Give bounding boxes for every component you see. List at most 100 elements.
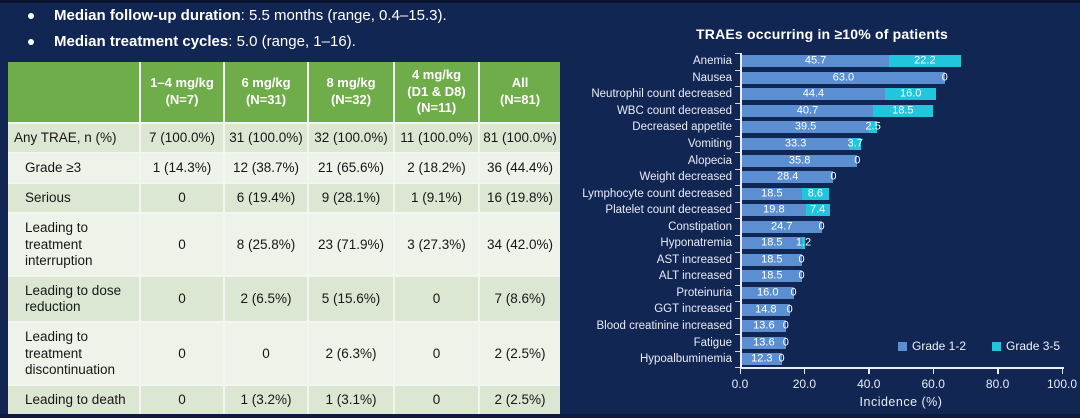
data-cell: 23 (71.9%): [308, 212, 395, 276]
table-row: Serious 0 6 (19.4%) 9 (28.1%) 1 (9.1%) 16 (19…: [8, 182, 560, 214]
bar-row: Weight decreased 28.4 0: [640, 169, 1064, 186]
bar-value-label: 18.5: [761, 269, 783, 282]
x-tick-label: 20.0: [792, 377, 817, 392]
bar-grade12-segment: 35.8: [742, 154, 858, 167]
table-header-cell: [8, 62, 141, 123]
legend-swatch-grade35: [992, 341, 1002, 351]
category-label: Anemia: [693, 55, 732, 68]
row-label-cell: Leading to dose reduction: [8, 274, 141, 323]
bar-value-label: 18.5: [892, 104, 914, 117]
data-cell: 32 (100.0%): [308, 121, 395, 154]
bullet-label: Median follow-up duration: [54, 7, 241, 24]
category-label: ALT increased: [658, 270, 732, 283]
data-cell: 12 (38.7%): [224, 152, 309, 184]
category-label: Nausea: [692, 71, 732, 84]
data-cell: 0: [140, 321, 225, 385]
data-cell: 2 (6.5%): [224, 274, 309, 323]
bar-value-label: 0: [798, 269, 805, 282]
data-cell: 7 (100.0%): [140, 121, 225, 154]
data-cell: 81 (100.0%): [479, 121, 560, 154]
bar-stack: 16.0 0: [742, 286, 797, 299]
data-cell: 9 (28.1%): [308, 182, 395, 214]
bar-grade12-segment: 18.5: [742, 236, 802, 250]
bar-value-label: 45.7: [804, 54, 827, 67]
bullet-list: Median follow-up duration: 5.5 months (r…: [28, 6, 447, 58]
table-row: Grade ≥3 1 (14.3%) 12 (38.7%) 21 (65.6%) 2 (…: [8, 152, 560, 184]
bullet-label: Median treatment cycles: [54, 33, 229, 50]
bar-value-label: 44.4: [802, 87, 825, 100]
bar-grade12-segment: 63.0: [742, 71, 945, 84]
category-label: Weight decreased: [639, 171, 732, 184]
bar-row: Fatigue 13.6 0: [694, 334, 1064, 352]
bar-value-label: 18.5: [761, 236, 783, 249]
bar-value-label: 13.6: [753, 336, 775, 349]
x-tick-label: 40.0: [857, 377, 881, 392]
bar-value-label: 33.3: [784, 137, 807, 150]
bar-value-label: 0: [782, 336, 789, 349]
slide-top-edge: [0, 0, 1080, 3]
data-cell: 2 (2.5%): [479, 383, 560, 415]
bar-stack: 63.0 0: [742, 71, 948, 84]
bar-stack: 19.8 7.4: [742, 203, 830, 217]
bar-grade12-segment: 13.6: [742, 320, 786, 333]
bar-grade12-segment: 18.5: [742, 253, 802, 266]
bar-row: WBC count decreased 40.7 18.5: [617, 103, 1064, 120]
data-cell: 2 (2.5%): [479, 321, 560, 385]
bar-value-label: 0: [941, 71, 948, 84]
legend-item: Grade 1-2: [898, 339, 966, 353]
table-row: Leading to treatment discontinuation 0 0 2 …: [8, 321, 560, 385]
x-tick: [997, 369, 999, 375]
bar-value-label: 3.7: [847, 137, 863, 150]
bar-stack: 45.7 22.2: [742, 54, 961, 68]
bar-value-label: 14.8: [755, 303, 777, 315]
bar-value-label: 18.5: [761, 253, 783, 266]
data-cell: 36 (44.4%): [479, 152, 560, 184]
data-cell: 0: [140, 212, 225, 276]
bullet-dot: [28, 39, 34, 45]
bar-row: Decreased appetite 39.5 2.5: [632, 119, 1064, 137]
bar-grade35-segment: 22.2: [889, 55, 961, 68]
category-label: GGT increased: [654, 303, 732, 316]
bar-value-label: 28.4: [777, 170, 799, 183]
bar-grade35-segment: 3.7: [847, 137, 863, 151]
bar-grade12-segment: 24.7: [742, 220, 822, 233]
bar-row: Lymphocyte count decreased 18.5 8.6: [582, 185, 1064, 203]
category-label: Platelet count decreased: [605, 204, 732, 217]
legend-label: Grade 1-2: [912, 339, 967, 353]
bar-row: Alopecia 35.8 0: [688, 152, 1064, 170]
bar-value-label: 0: [790, 286, 797, 299]
bar-row: Hypoalbuminemia 12.3 0: [640, 351, 1064, 368]
data-cell: 11 (100.0%): [394, 121, 480, 154]
x-tick-label: 80.0: [985, 377, 1010, 392]
bar-stack: 13.6 0: [742, 320, 789, 333]
bullet-text: : 5.0 (range, 1–16).: [228, 33, 356, 50]
row-label-cell: Any TRAE, n (%): [8, 121, 141, 154]
table-header: 1–4 mg/kg (N=7) 6 mg/kg (N=31) 8 mg/kg (N=…: [8, 62, 560, 123]
x-axis-ticks: [739, 369, 1063, 375]
data-cell: 1 (3.1%): [308, 383, 395, 415]
category-label: AST increased: [656, 253, 732, 266]
data-cell: 0: [224, 321, 309, 385]
legend-item: Grade 3-5: [992, 339, 1060, 353]
bar-stack: 39.5 2.5: [742, 121, 881, 134]
legend-label: Grade 3-5: [1006, 339, 1061, 353]
category-label: Decreased appetite: [632, 121, 732, 134]
data-cell: 0: [394, 383, 480, 415]
data-cell: 8 (25.8%): [224, 212, 309, 276]
row-label-cell: Leading to treatment discontinuation: [8, 321, 141, 385]
bar-grade35-segment: 8.6: [801, 187, 830, 200]
bar-stack: 18.5 1.2: [742, 236, 811, 250]
bar-value-label: 63.0: [832, 71, 855, 84]
bullet-item: Median treatment cycles: 5.0 (range, 1–1…: [28, 32, 447, 51]
bar-grade35-segment: 1.2: [796, 237, 811, 250]
bar-value-label: 19.8: [763, 203, 785, 216]
table-header-cell: 1–4 mg/kg (N=7): [140, 62, 225, 123]
bar-grade12-segment: 28.4: [742, 170, 834, 184]
slide-bottom-edge: [0, 414, 1080, 418]
bar-grade12-segment: 33.3: [742, 137, 850, 151]
legend-swatch-grade12: [898, 341, 907, 351]
table-body: Any TRAE, n (%) 7 (100.0%) 31 (100.0%) 32 (…: [8, 121, 560, 415]
bar-row: Vomiting 33.3 3.7: [688, 136, 1064, 153]
data-cell: 6 (19.4%): [224, 182, 309, 214]
bar-row: Blood creatinine increased 13.6 0: [596, 318, 1064, 335]
